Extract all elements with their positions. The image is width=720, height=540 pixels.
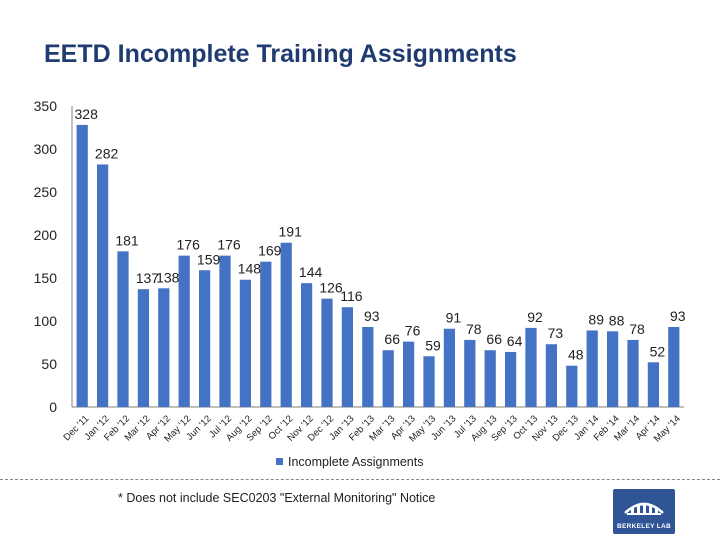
bar: [423, 356, 435, 407]
data-label: 116: [340, 288, 363, 304]
data-label: 78: [629, 321, 645, 337]
bar: [382, 350, 394, 407]
data-label: 78: [466, 321, 482, 337]
data-label: 88: [609, 312, 625, 328]
data-label: 126: [319, 280, 343, 296]
bar: [504, 351, 517, 407]
bar: [362, 327, 374, 407]
data-label: 64: [507, 333, 523, 349]
bar: [239, 279, 252, 407]
bar: [668, 327, 680, 407]
y-tick-label: 350: [34, 98, 58, 114]
data-label: 59: [425, 337, 441, 353]
bar: [117, 251, 129, 407]
bar: [158, 288, 170, 407]
bar: [280, 242, 292, 407]
data-label: 93: [670, 308, 686, 324]
data-label: 66: [384, 331, 400, 347]
data-label: 282: [95, 145, 119, 161]
bar: [341, 307, 354, 407]
data-label: 89: [588, 311, 604, 327]
data-label: 66: [486, 331, 502, 347]
data-label: 91: [446, 310, 462, 326]
bar: [96, 164, 109, 407]
legend-label: Incomplete Assignments: [288, 455, 424, 469]
data-label: 92: [527, 309, 543, 325]
data-label: 176: [217, 237, 241, 253]
bar: [627, 339, 639, 407]
data-label: 159: [197, 251, 221, 267]
bar: [76, 124, 88, 408]
y-tick-label: 0: [49, 399, 57, 415]
data-label: 137: [136, 270, 160, 286]
bar: [198, 270, 211, 407]
data-label: 76: [405, 323, 421, 339]
data-label: 73: [548, 325, 564, 341]
bar: [484, 350, 496, 407]
bar: [137, 289, 150, 407]
y-tick-label: 100: [34, 313, 58, 329]
data-label: 191: [279, 224, 303, 240]
data-label: 181: [115, 232, 139, 248]
logo-text: BERKELEY LAB: [616, 523, 672, 530]
bar: [443, 328, 456, 407]
bar: [525, 327, 537, 407]
chart-title: EETD Incomplete Training Assignments: [44, 40, 517, 68]
footer-divider: [0, 479, 720, 480]
bar: [647, 362, 660, 407]
y-tick-label: 250: [34, 184, 58, 200]
bar: [606, 331, 619, 407]
bar: [178, 255, 190, 407]
berkeley-lab-logo: BERKELEY LAB: [613, 489, 675, 534]
y-tick-label: 200: [34, 227, 58, 243]
data-label: 144: [299, 264, 323, 280]
bar: [219, 255, 231, 407]
data-label: 176: [177, 237, 201, 253]
data-label: 52: [650, 343, 666, 359]
bar: [300, 283, 313, 407]
data-label: 328: [75, 106, 99, 122]
bar: [545, 344, 558, 407]
berkeley-lab-icon: [624, 502, 664, 515]
bar: [260, 261, 272, 407]
footnote: * Does not include SEC0203 "External Mon…: [118, 491, 436, 505]
data-label: 169: [258, 243, 282, 259]
data-label: 93: [364, 308, 380, 324]
y-tick-label: 50: [41, 356, 57, 372]
data-label: 138: [156, 269, 180, 285]
data-label: 48: [568, 347, 584, 363]
y-tick-label: 150: [34, 270, 58, 286]
y-tick-label: 300: [34, 141, 58, 157]
legend-swatch: [276, 458, 283, 465]
bar: [402, 341, 415, 407]
bar: [586, 330, 598, 407]
data-label: 148: [238, 261, 262, 277]
bar: [464, 339, 476, 407]
bar: [566, 365, 578, 407]
bar: [321, 298, 333, 407]
